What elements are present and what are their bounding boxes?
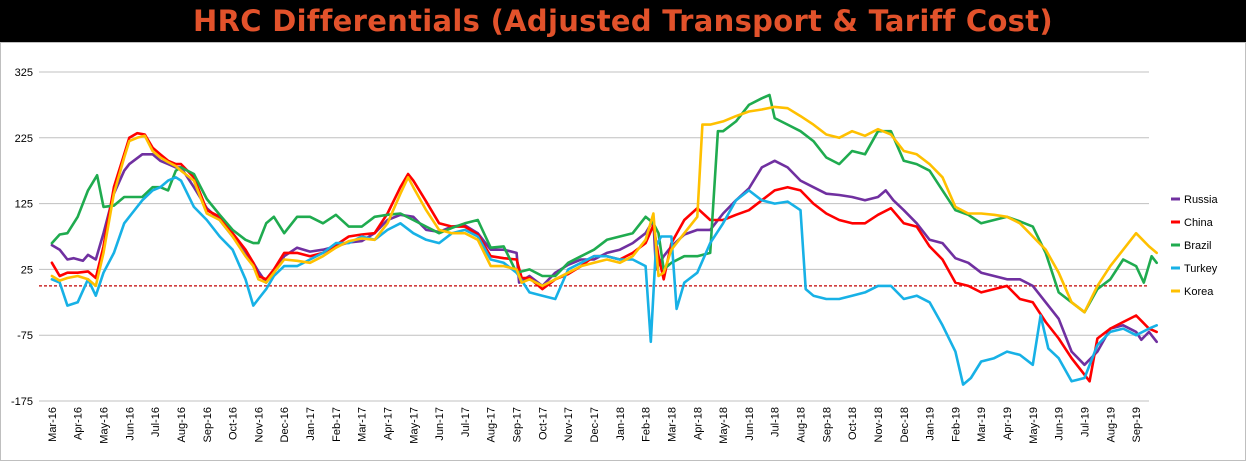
x-tick-label: Jan-18 — [615, 407, 627, 441]
legend-label-korea: Korea — [1184, 286, 1214, 298]
x-tick-label: Aug-18 — [796, 407, 808, 442]
legend-label-brazil: Brazil — [1184, 240, 1212, 252]
x-tick-label: May-19 — [1028, 407, 1040, 444]
x-tick-label: Feb-17 — [331, 407, 343, 442]
chart-title: HRC Differentials (Adjusted Transport & … — [193, 4, 1053, 38]
y-tick-label: 25 — [21, 264, 33, 276]
x-tick-label: Sep-16 — [202, 407, 214, 442]
y-tick-label: 225 — [15, 133, 33, 145]
x-tick-label: Mar-19 — [976, 407, 988, 442]
x-tick-label: Sep-17 — [512, 407, 524, 442]
x-tick-label: Mar-16 — [47, 407, 59, 442]
x-tick-label: Dec-18 — [899, 407, 911, 442]
x-tick-label: Aug-19 — [1105, 407, 1117, 442]
gridlines — [39, 71, 1149, 402]
x-tick-label: Jun-19 — [1054, 407, 1066, 441]
x-tick-label: Jul-16 — [150, 407, 162, 437]
x-tick-label: Dec-16 — [279, 407, 291, 442]
x-tick-label: Jun-16 — [124, 407, 136, 441]
series-line-korea — [50, 105, 1158, 314]
y-tick-label: -75 — [17, 330, 33, 342]
x-tick-label: Feb-18 — [641, 407, 653, 442]
y-tick-label: 125 — [15, 199, 33, 211]
y-tick-label: 325 — [15, 67, 33, 79]
x-tick-label: May-18 — [718, 407, 730, 444]
y-axis: 325 225 125 25 -75 -175 — [11, 67, 33, 408]
x-tick-label: May-16 — [99, 407, 111, 444]
x-tick-label: Oct-16 — [228, 407, 240, 440]
x-tick-label: Oct-17 — [537, 407, 549, 440]
x-tick-label: Jun-18 — [744, 407, 756, 441]
x-tick-label: Jul-18 — [770, 407, 782, 437]
line-chart: 325 225 125 25 -75 -175 Mar-16 Apr-16 May-16 Jun… — [11, 67, 1219, 444]
x-tick-label: Aug-17 — [486, 407, 498, 442]
series-line-turkey — [50, 176, 1158, 386]
series-line-russia — [50, 153, 1158, 367]
x-tick-label: Jan-17 — [305, 407, 317, 441]
x-tick-label: Apr-19 — [1002, 407, 1014, 440]
x-tick-label: Jul-19 — [1079, 407, 1091, 437]
legend-label-russia: Russia — [1184, 194, 1219, 206]
series-line-brazil — [50, 93, 1158, 314]
x-tick-label: Nov-16 — [253, 407, 265, 442]
x-tick-label: Feb-19 — [950, 407, 962, 442]
chart-frame: 325 225 125 25 -75 -175 Mar-16 Apr-16 May-16 Jun… — [0, 42, 1246, 461]
x-tick-label: May-17 — [408, 407, 420, 444]
x-tick-label: Oct-18 — [847, 407, 859, 440]
x-tick-label: Apr-17 — [382, 407, 394, 440]
x-tick-label: Mar-17 — [357, 407, 369, 442]
x-tick-label: Dec-17 — [589, 407, 601, 442]
x-tick-label: Apr-18 — [692, 407, 704, 440]
title-bar: HRC Differentials (Adjusted Transport & … — [0, 0, 1246, 42]
x-tick-label: Sep-18 — [821, 407, 833, 442]
x-tick-label: Aug-16 — [176, 407, 188, 442]
y-tick-label: -175 — [11, 396, 33, 408]
x-axis: Mar-16 Apr-16 May-16 Jun-16 Jul-16 Aug-16 Sep-… — [47, 407, 1143, 444]
legend-label-turkey: Turkey — [1184, 263, 1218, 275]
legend: Russia China Brazil Turkey Korea — [1171, 194, 1219, 298]
x-tick-label: Apr-16 — [73, 407, 85, 440]
legend-label-china: China — [1184, 217, 1214, 229]
x-tick-label: Sep-19 — [1131, 407, 1143, 442]
x-tick-label: Nov-18 — [873, 407, 885, 442]
x-tick-label: Jul-17 — [460, 407, 472, 437]
x-tick-label: Jan-19 — [925, 407, 937, 441]
x-tick-label: Mar-18 — [666, 407, 678, 442]
x-tick-label: Jun-17 — [434, 407, 446, 441]
series-lines — [50, 93, 1158, 386]
x-tick-label: Nov-17 — [563, 407, 575, 442]
